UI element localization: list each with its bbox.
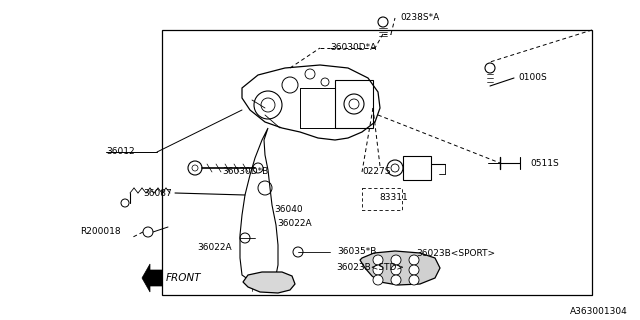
Text: 36030D*A: 36030D*A <box>330 44 376 52</box>
Circle shape <box>373 275 383 285</box>
Text: 36022A: 36022A <box>197 244 232 252</box>
Text: 36022A: 36022A <box>277 220 312 228</box>
Bar <box>403 156 431 180</box>
Circle shape <box>409 255 419 265</box>
Polygon shape <box>142 264 162 292</box>
Text: 0511S: 0511S <box>530 158 559 167</box>
Circle shape <box>391 265 401 275</box>
Polygon shape <box>360 251 440 285</box>
Text: 36040: 36040 <box>274 205 303 214</box>
Circle shape <box>409 275 419 285</box>
Text: 36035*B: 36035*B <box>337 247 376 257</box>
Text: 36087: 36087 <box>143 188 172 197</box>
Text: FRONT: FRONT <box>166 273 202 283</box>
Bar <box>162 30 592 295</box>
Polygon shape <box>243 272 295 293</box>
Circle shape <box>391 255 401 265</box>
Text: 0100S: 0100S <box>518 74 547 83</box>
Text: 36030D*B: 36030D*B <box>222 167 268 177</box>
Text: 0227S: 0227S <box>362 167 390 177</box>
Text: 36023B<STD>: 36023B<STD> <box>336 263 404 273</box>
Text: 0238S*A: 0238S*A <box>400 13 439 22</box>
Circle shape <box>373 265 383 275</box>
Text: 36023B<SPORT>: 36023B<SPORT> <box>416 249 495 258</box>
Text: R200018: R200018 <box>80 228 120 236</box>
Bar <box>335 80 373 128</box>
Text: A363001304: A363001304 <box>570 308 628 316</box>
Bar <box>362 188 402 210</box>
Text: 36012: 36012 <box>106 148 134 156</box>
Circle shape <box>373 255 383 265</box>
Text: 83311: 83311 <box>379 194 408 203</box>
Circle shape <box>391 275 401 285</box>
Circle shape <box>409 265 419 275</box>
